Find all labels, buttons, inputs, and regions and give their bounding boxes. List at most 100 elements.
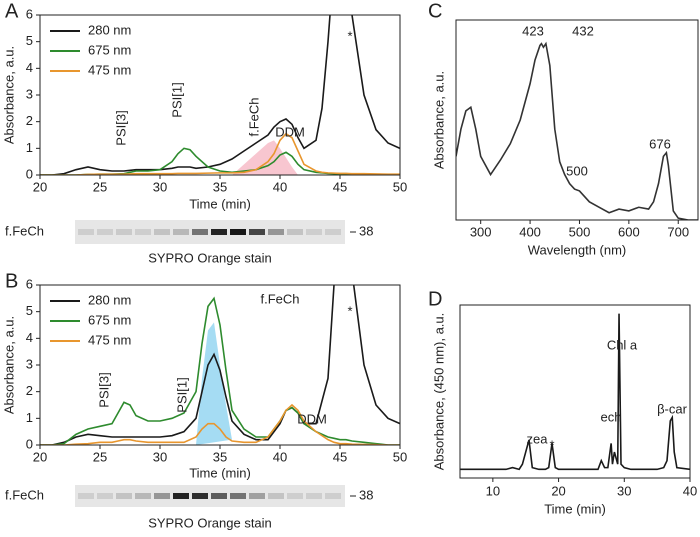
x-tick-label: 30 [153,449,167,464]
annotation: 500 [566,163,588,178]
gel-band [173,493,189,499]
legend-label: 675 nm [88,312,131,327]
gel-strip [75,485,345,507]
gel-band [211,229,227,235]
annotation: PSI[1] [169,82,184,117]
x-tick-label: 50 [393,179,407,194]
plot-area [40,285,400,445]
y-tick-label: 1 [26,140,33,155]
gel-band [154,493,170,499]
x-tick-label: 50 [393,449,407,464]
plot-frame [455,19,699,221]
gel-strip [75,220,345,244]
y-tick-label: 5 [26,303,33,318]
annotation: ech [601,409,622,424]
gel-band [249,493,265,499]
annotation: PSI[3] [113,110,128,145]
annotation: f.FeCh [260,291,299,306]
y-tick-label: 0 [26,166,33,181]
panel-letter: A [5,0,19,22]
panel-letter: B [5,270,18,292]
plot-area [456,41,698,220]
y-tick-label: 2 [26,113,33,128]
gel-band [78,229,94,235]
series-line [40,296,400,445]
y-tick-label: 4 [26,330,33,345]
plot-frame [39,14,401,176]
gel-band [287,229,303,235]
annotation: DDM [275,124,305,139]
x-tick-label: 40 [273,179,287,194]
annotation: β-car [657,401,688,416]
x-tick-label: 20 [33,179,47,194]
x-axis-label: Time (min) [544,501,606,516]
annotation: * [549,437,554,452]
gel-band [306,229,322,235]
annotation: PSI[1] [174,377,189,412]
y-tick-label: 3 [26,356,33,371]
legend-label: 475 nm [88,332,131,347]
y-axis-label: Absorbance, a.u. [1,316,16,414]
x-tick-label: 30 [617,483,631,498]
gel-band [230,493,246,499]
annotation: PSI[3] [96,372,111,407]
x-tick-label: 10 [486,483,500,498]
annotation: 423 [522,23,544,38]
gel-band [97,229,113,235]
plot-area [460,313,690,471]
x-tick-label: 45 [333,449,347,464]
gel-band [78,493,94,499]
series-line [460,313,690,471]
series-line [40,132,400,175]
series-line [40,285,400,445]
series-line [40,403,400,445]
annotation: 432 [572,23,594,38]
annotation: * [347,28,352,43]
annotation: f.FeCh [246,97,261,136]
x-tick-label: 700 [667,224,689,239]
x-tick-label: 35 [213,449,227,464]
x-tick-label: 40 [273,449,287,464]
legend-label: 675 nm [88,42,131,57]
x-tick-label: 25 [93,179,107,194]
gel-band [173,229,189,235]
gel-band [192,229,208,235]
gel-band [135,229,151,235]
x-tick-label: 35 [213,179,227,194]
x-tick-label: 45 [333,179,347,194]
annotation: zea [527,431,549,446]
shaded-area [196,322,232,445]
y-tick-label: 3 [26,86,33,101]
x-tick-label: 20 [33,449,47,464]
gel-band [230,229,246,235]
plot-area [40,15,400,175]
y-axis-label: Absorbance, (450 nm), a.u. [431,313,446,471]
gel-band [306,493,322,499]
annotation: * [347,303,352,318]
gel-band [268,493,284,499]
x-axis-label: Wavelength (nm) [528,242,627,257]
series-line [40,147,400,175]
gel-band [135,493,151,499]
annotation: DDM [297,411,327,426]
gel-band [116,229,132,235]
y-tick-label: 0 [26,436,33,451]
x-tick-label: 25 [93,449,107,464]
gel-band [287,493,303,499]
gel-caption: SYPRO Orange stain [148,515,272,530]
panel-letter: D [428,288,442,310]
annotation: Chl a [607,337,638,352]
gel-band [192,493,208,499]
gel-band [116,493,132,499]
series-line [40,15,400,175]
x-tick-label: 300 [470,224,492,239]
x-axis-label: Time (min) [189,465,251,480]
y-axis-label: Absorbance, a.u. [431,71,446,169]
gel-label: f.FeCh [5,487,44,502]
gel-band [249,229,265,235]
y-tick-label: 1 [26,410,33,425]
y-tick-label: 4 [26,60,33,75]
gel-band [325,493,341,499]
plot-frame [459,304,691,479]
